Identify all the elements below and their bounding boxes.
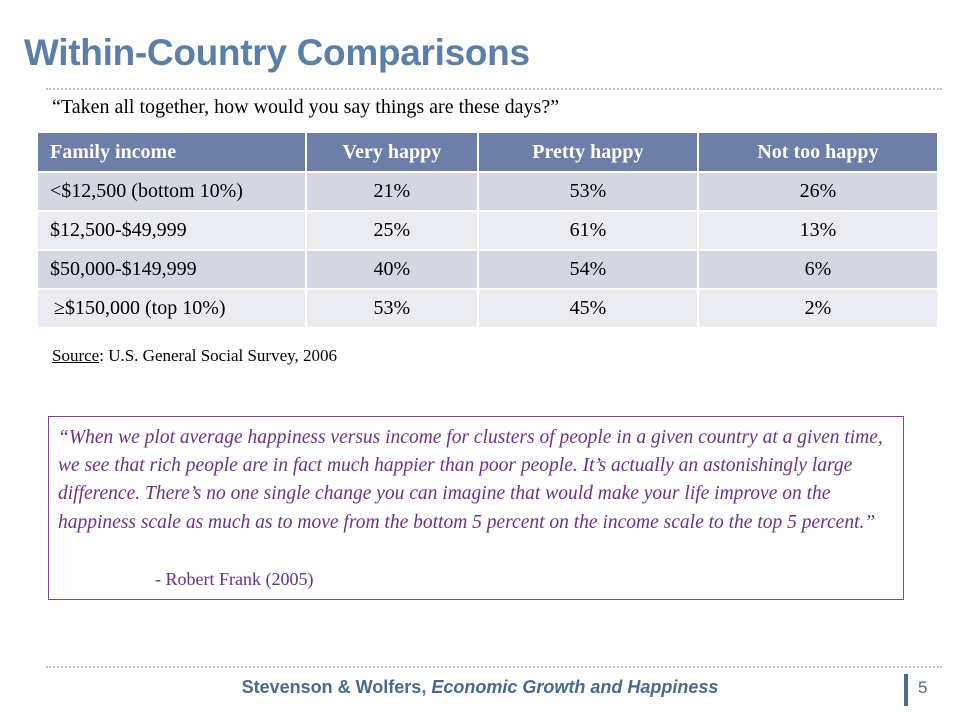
not-too-happy-cell: 26% [697,171,937,211]
quote-box [48,416,904,600]
footer-work: Economic Growth and Happiness [431,677,719,697]
top-divider [46,88,942,90]
not-too-happy-cell: 6% [697,249,937,289]
not-too-happy-cell: 2% [697,288,937,327]
table-row: <$12,500 (bottom 10%) 21% 53% 26% [38,171,937,211]
pretty-happy-cell: 61% [477,210,699,250]
very-happy-cell: 53% [305,288,479,327]
income-cell: $12,500-$49,999 [38,210,307,250]
footer-authors: Stevenson & Wolfers, [241,677,432,697]
pretty-happy-cell: 54% [477,249,699,289]
pretty-happy-cell: 45% [477,288,699,327]
table-row: ≥$150,000 (top 10%) 53% 45% 2% [38,288,937,327]
page-number: 5 [918,678,928,697]
income-cell: ≥$150,000 (top 10%) [38,288,307,327]
table-row: $50,000-$149,999 40% 54% 6% [38,249,937,289]
income-cell: $50,000-$149,999 [38,249,307,289]
income-cell: <$12,500 (bottom 10%) [38,171,307,211]
table-header-row: Family income Very happy Pretty happy No… [38,133,937,172]
very-happy-cell: 25% [305,210,479,250]
header-very-happy: Very happy [305,133,479,172]
quote-attribution: - Robert Frank (2005) [155,569,314,589]
footer-citation: Stevenson & Wolfers, Economic Growth and… [0,677,960,698]
not-too-happy-cell: 13% [697,210,937,250]
header-family-income: Family income [38,133,307,172]
happiness-income-table: Family income Very happy Pretty happy No… [38,133,937,327]
very-happy-cell: 40% [305,249,479,289]
quote-text: “When we plot average happiness versus i… [58,427,883,533]
source-note: Source: U.S. General Social Survey, 2006 [52,346,337,366]
header-not-too-happy: Not too happy [697,133,937,172]
survey-question: “Taken all together, how would you say t… [52,96,560,118]
source-label: Source [52,346,100,365]
source-text: : U.S. General Social Survey, 2006 [99,346,338,365]
header-pretty-happy: Pretty happy [477,133,699,172]
bottom-divider [46,666,942,668]
slide-title: Within-Country Comparisons [24,32,530,73]
table-row: $12,500-$49,999 25% 61% 13% [38,210,937,250]
very-happy-cell: 21% [305,171,479,211]
pretty-happy-cell: 53% [477,171,699,211]
page-number-bar [904,674,908,706]
